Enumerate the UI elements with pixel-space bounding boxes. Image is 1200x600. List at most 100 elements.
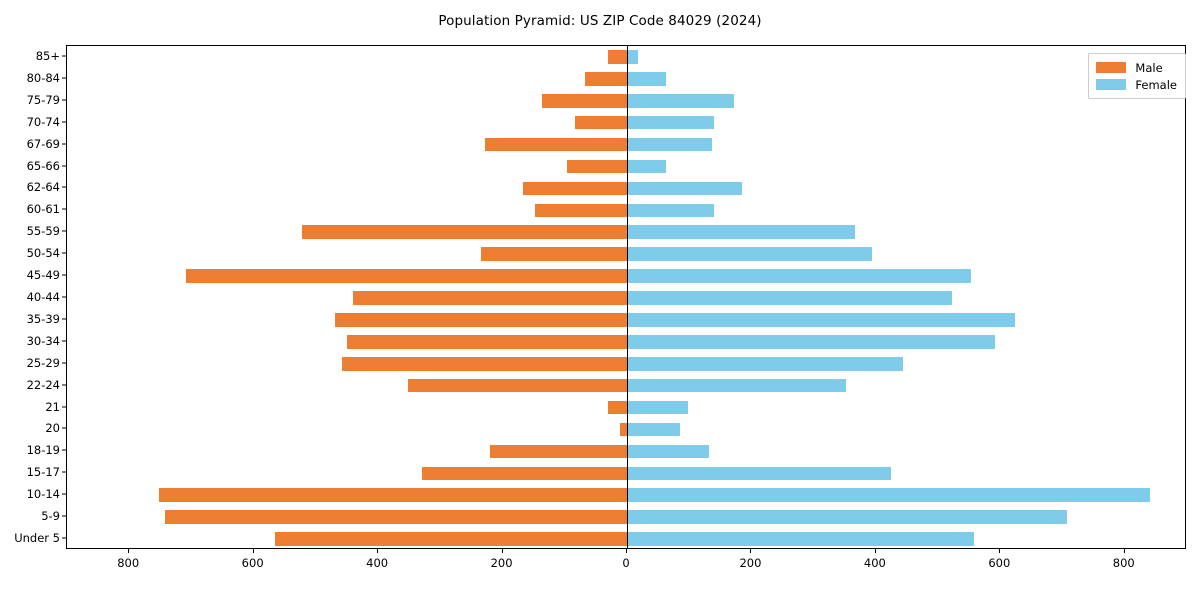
x-tick-mark [626,549,627,553]
y-tick-label: 10-14 [26,487,60,502]
legend-swatch-female [1096,79,1127,90]
y-tick-label: 5-9 [41,509,60,524]
bar-female-20 [627,422,680,437]
bar-female-65-66 [627,159,666,174]
bar-male-35-39 [334,313,627,327]
x-tick-label: 800 [117,556,140,570]
bar-female-15-17 [627,466,892,481]
y-tick-label: 45-49 [26,268,60,283]
y-tick-label: 75-79 [26,92,60,107]
bar-row [67,400,1185,415]
y-tick-mark [62,99,66,101]
bar-row [67,532,1185,546]
bar-row [67,335,1185,349]
bar-female-80-84 [627,72,666,86]
x-tick-label: 400 [366,556,389,570]
y-tick-label: 80-84 [26,70,60,85]
y-tick-mark [62,384,66,386]
x-tick-mark [501,549,503,553]
bar-male-85- [608,50,627,64]
bar-female-75-79 [627,93,735,108]
y-tick-label: 70-74 [26,114,60,129]
bar-female-55-59 [627,225,856,240]
zero-axis-line [627,46,628,548]
bar-male-62-64 [523,181,627,196]
x-tick-mark [1123,549,1125,553]
y-tick-mark [62,406,66,408]
bar-male-under-5 [275,532,627,546]
bar-male-50-54 [480,247,627,261]
bar-row [67,488,1185,502]
bars-container [67,46,1185,548]
legend[interactable]: Male Female [1088,53,1186,99]
bar-male-21 [608,400,627,415]
bar-row [67,269,1185,283]
bar-female-85- [627,50,638,64]
x-tick-label: 800 [1112,556,1135,570]
bar-male-70-74 [575,115,627,130]
bar-row [67,378,1185,393]
bar-male-20 [619,422,627,437]
bar-male-10-14 [159,488,627,502]
legend-entry-male[interactable]: Male [1096,59,1177,76]
y-tick-label: 40-44 [26,290,60,304]
legend-entry-female[interactable]: Female [1096,76,1177,93]
bar-row [67,50,1185,64]
bar-male-80-84 [584,72,627,86]
bar-row [67,93,1185,108]
x-tick-label: 200 [490,556,513,570]
y-tick-mark [62,143,66,145]
bar-male-22-24 [407,378,627,393]
chart-title: Population Pyramid: US ZIP Code 84029 (2… [438,13,762,29]
bar-male-30-34 [347,335,627,349]
bar-female-under-5 [627,532,975,546]
y-tick-label: 65-66 [26,158,60,173]
bar-row [67,181,1185,196]
bar-female-30-34 [627,335,996,349]
y-tick-label: 85+ [35,48,60,63]
plot-area [66,45,1186,549]
y-tick-label: 62-64 [26,180,60,195]
x-tick-label: 600 [241,556,264,570]
bar-female-18-19 [627,444,710,459]
x-tick-mark [999,549,1001,553]
bar-female-40-44 [627,291,952,305]
x-tick-label: 600 [988,556,1011,570]
y-axis-labels: 85+ 80-84 75-79 70-74 67-69 65-66 62-64 60-61 55… [0,45,60,549]
bar-row [67,356,1185,371]
y-tick-mark [62,427,66,429]
y-tick-label: 50-54 [26,246,60,261]
y-tick-label: 21 [45,399,60,414]
y-tick-label: 25-29 [26,355,60,370]
y-tick-mark [62,165,66,167]
legend-label: Female [1135,77,1177,92]
bar-row [67,291,1185,305]
bar-row [67,313,1185,327]
bar-row [67,466,1185,481]
x-tick-mark [750,549,752,553]
bar-row [67,444,1185,459]
bar-female-70-74 [627,115,715,130]
y-tick-mark [62,55,66,57]
bar-male-55-59 [302,225,627,240]
x-tick-label: 200 [739,556,762,570]
bar-female-60-61 [627,203,715,218]
bar-row [67,203,1185,218]
y-tick-mark [62,230,66,232]
x-tick-label: 400 [863,556,886,570]
x-tick-label: 0 [622,556,630,570]
y-tick-label: 18-19 [26,443,60,458]
bar-male-15-17 [421,466,627,481]
bar-row [67,247,1185,261]
y-tick-mark [62,318,66,320]
bar-female-67-69 [627,137,713,152]
y-tick-mark [62,449,66,451]
bar-female-25-29 [627,356,903,371]
y-tick-mark [62,77,66,79]
y-tick-label: 60-61 [26,202,60,217]
bar-male-40-44 [353,291,627,305]
y-tick-mark [62,340,66,342]
y-tick-mark [62,252,66,254]
bar-female-10-14 [627,488,1150,502]
y-tick-mark [62,274,66,276]
